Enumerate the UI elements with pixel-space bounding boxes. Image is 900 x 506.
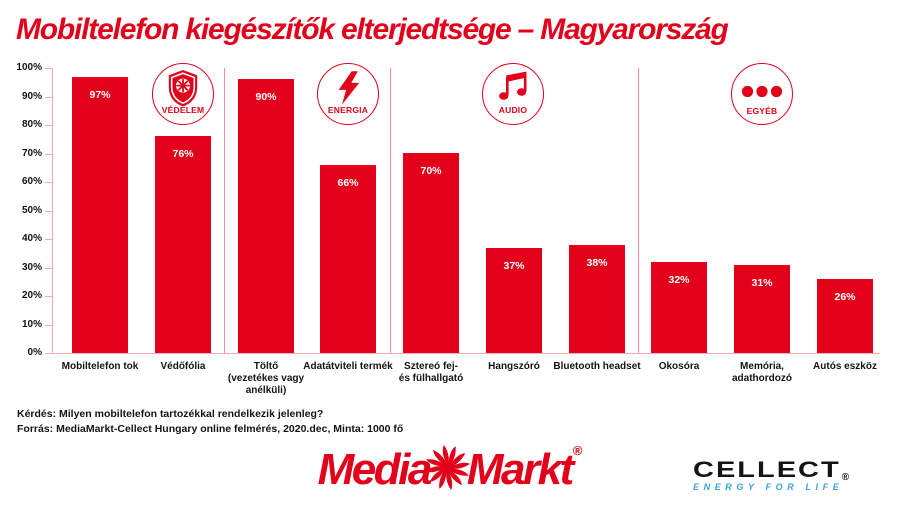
- dots-icon: [741, 85, 783, 97]
- mediamarkt-wordmark-left: Media: [317, 445, 433, 494]
- lightning-icon: [334, 69, 362, 107]
- y-tick-label: 30%: [21, 262, 42, 273]
- category-badge-label: VÉDELEM: [161, 105, 205, 115]
- x-axis-label: Okosóra: [658, 361, 700, 372]
- y-tick-label: 10%: [21, 319, 42, 330]
- bar-value-label: 37%: [503, 260, 525, 272]
- footer-notes: Kérdés: Milyen mobiltelefon tartozékkal …: [17, 407, 403, 437]
- bar: [320, 165, 376, 353]
- y-axis-tick: [45, 68, 52, 69]
- cellect-tagline: ENERGY FOR LIFE: [693, 482, 844, 492]
- bar: [238, 79, 294, 353]
- bar-value-label: 26%: [834, 291, 856, 303]
- mediamarkt-logo: Media Markt ®: [295, 441, 605, 499]
- category-badge-védelem: VÉDELEM: [152, 63, 214, 125]
- bar-value-label: 66%: [337, 177, 359, 189]
- category-badge-energia: ENERGIA: [317, 63, 379, 125]
- x-axis-label: Mobiltelefon tok: [61, 361, 139, 372]
- y-axis: [52, 68, 53, 353]
- shield-icon: [168, 70, 198, 107]
- category-badge-label: AUDIO: [498, 105, 528, 115]
- dots-icon: [741, 74, 783, 108]
- category-badge-egyéb: EGYÉB: [731, 63, 793, 125]
- bar-value-label: 70%: [420, 165, 442, 177]
- bar-value-label: 76%: [172, 148, 194, 160]
- y-tick-label: 90%: [21, 91, 42, 102]
- y-tick-label: 60%: [21, 176, 42, 187]
- x-axis-baseline: [52, 353, 880, 354]
- swirl-icon: [424, 444, 471, 496]
- bar: [569, 245, 625, 353]
- y-axis-tick: [45, 239, 52, 240]
- y-axis-tick: [45, 268, 52, 269]
- category-badge-label: EGYÉB: [746, 106, 778, 116]
- y-axis-tick: [45, 97, 52, 98]
- registered-mark: ®: [841, 472, 850, 483]
- registered-mark: ®: [572, 443, 583, 458]
- bar: [651, 262, 707, 353]
- bar: [817, 279, 873, 353]
- y-axis-tick: [45, 296, 52, 297]
- x-axis-label: Hangszóró: [488, 361, 540, 372]
- section-divider: [224, 68, 225, 353]
- y-axis-tick: [45, 154, 52, 155]
- y-tick-label: 70%: [21, 148, 42, 159]
- music-note-icon: [499, 71, 527, 100]
- y-tick-label: 50%: [21, 205, 42, 216]
- question-text: Kérdés: Milyen mobiltelefon tartozékkal …: [17, 408, 324, 420]
- bar: [155, 136, 211, 353]
- category-badge-audio: AUDIO: [482, 63, 544, 125]
- y-axis-tick: [45, 353, 52, 354]
- cellect-logo: CELLECT ® ENERGY FOR LIFE: [693, 450, 888, 492]
- y-tick-label: 80%: [21, 119, 42, 130]
- bar-value-label: 32%: [668, 274, 690, 286]
- y-tick-label: 40%: [21, 233, 42, 244]
- y-axis-tick: [45, 125, 52, 126]
- shield-icon: [166, 69, 200, 107]
- bar-value-label: 31%: [751, 277, 773, 289]
- y-tick-label: 100%: [16, 62, 42, 73]
- x-axis-label: Bluetooth headset: [553, 361, 641, 372]
- bar-value-label: 38%: [586, 257, 608, 269]
- bar-value-label: 97%: [89, 89, 111, 101]
- bar: [734, 265, 790, 353]
- page-title: Mobiltelefon kiegészítők elterjedtsége –…: [16, 13, 729, 46]
- y-axis-tick: [45, 182, 52, 183]
- section-divider: [390, 68, 391, 353]
- x-axis-label: Töltő (vezetékes vagy anélküli): [227, 361, 305, 396]
- x-axis-label: Memória, adathordozó: [732, 361, 792, 384]
- bar: [486, 248, 542, 353]
- bar: [72, 77, 128, 353]
- mediamarkt-wordmark-right: Markt: [466, 445, 574, 494]
- y-tick-label: 20%: [21, 290, 42, 301]
- y-axis-tick: [45, 325, 52, 326]
- category-badge-label: ENERGIA: [327, 105, 369, 115]
- x-axis-label: Sztereó fej- és fülhallgató: [398, 361, 464, 384]
- source-text: Forrás: MediaMarkt-Cellect Hungary onlin…: [17, 423, 404, 436]
- music-note-icon: [495, 69, 531, 107]
- x-axis-label: Autós eszköz: [813, 361, 877, 372]
- x-axis-label: Védőfólia: [160, 361, 206, 372]
- section-divider: [638, 68, 639, 353]
- cellect-wordmark: CELLECT: [693, 457, 841, 483]
- y-tick-label: 0%: [27, 347, 42, 358]
- lightning-icon: [338, 71, 360, 105]
- bar-value-label: 90%: [255, 91, 277, 103]
- y-axis-tick: [45, 211, 52, 212]
- x-axis-label: Adatátviteli termék: [303, 361, 393, 372]
- bar: [403, 153, 459, 353]
